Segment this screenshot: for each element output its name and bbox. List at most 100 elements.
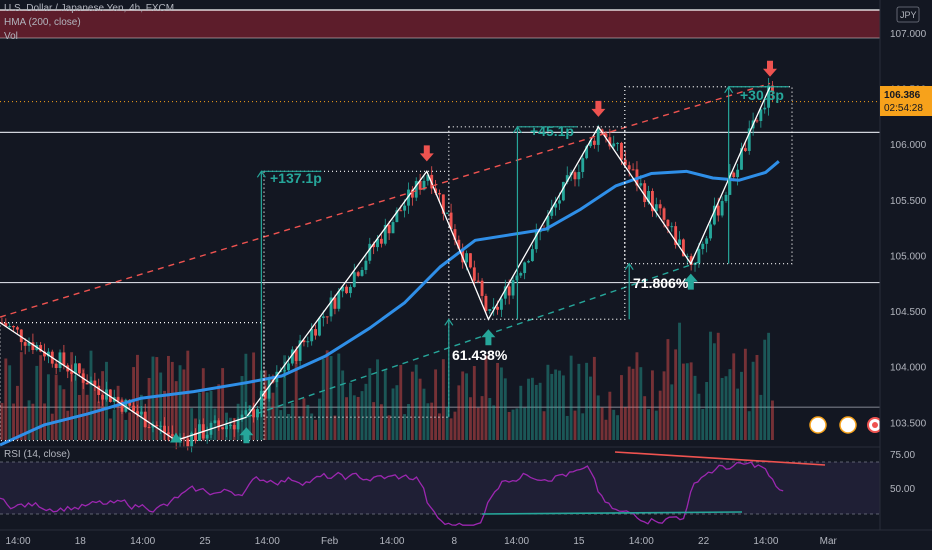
candle-body bbox=[561, 181, 565, 201]
volume-bar bbox=[472, 366, 476, 440]
candle-body bbox=[244, 410, 248, 415]
volume-bar bbox=[403, 414, 407, 440]
volume-bar bbox=[93, 387, 97, 440]
volume-bar bbox=[724, 376, 728, 440]
volume-bar bbox=[623, 406, 627, 440]
volume-bar bbox=[418, 378, 422, 440]
candle-body bbox=[720, 201, 724, 216]
volume-bar bbox=[287, 413, 290, 440]
us-flag-event-icon[interactable] bbox=[809, 416, 827, 434]
candle-body bbox=[352, 272, 356, 287]
volume-bar bbox=[561, 375, 565, 440]
volume-bar bbox=[600, 407, 604, 440]
volume-bar bbox=[681, 363, 685, 440]
volume-bar bbox=[647, 409, 650, 440]
volume-bar bbox=[538, 382, 542, 440]
volume-bar bbox=[31, 403, 35, 440]
candle-body bbox=[558, 200, 561, 204]
candle-body bbox=[147, 427, 151, 429]
volume-bar bbox=[747, 411, 751, 440]
time-tick-7: 8 bbox=[452, 536, 458, 547]
candle-body bbox=[287, 363, 290, 371]
hma-line bbox=[0, 160, 780, 447]
lower-trendline bbox=[246, 259, 705, 418]
candle-body bbox=[654, 204, 658, 212]
measure-label-30: +30.3p bbox=[740, 87, 784, 103]
candle-body bbox=[503, 286, 507, 299]
candle-body bbox=[8, 326, 12, 328]
candle-body bbox=[77, 363, 81, 374]
candle-body bbox=[612, 143, 616, 147]
candle-body bbox=[697, 249, 701, 263]
volume-bar bbox=[716, 332, 720, 440]
zigzag-line bbox=[0, 86, 771, 442]
volume-bar bbox=[627, 366, 631, 440]
candle-body bbox=[712, 205, 716, 225]
candle-body bbox=[527, 261, 530, 263]
volume-bar bbox=[511, 409, 515, 440]
volume-bar bbox=[27, 400, 31, 440]
candle-body bbox=[670, 226, 674, 228]
candle-body bbox=[58, 352, 62, 369]
time-tick-11: 22 bbox=[698, 536, 710, 547]
economic-events[interactable] bbox=[809, 416, 883, 434]
volume-bar bbox=[108, 418, 112, 440]
retrace-arrowhead-1 bbox=[624, 262, 634, 270]
measure-arrowhead-2 bbox=[724, 85, 734, 94]
volume-bar bbox=[550, 373, 554, 440]
candle-body bbox=[294, 349, 298, 361]
volume-bar bbox=[639, 367, 643, 440]
volume-bar bbox=[763, 339, 767, 440]
candle-body bbox=[755, 120, 759, 122]
volume-bar bbox=[589, 376, 592, 440]
volume-bar bbox=[58, 385, 62, 440]
candle-body bbox=[217, 420, 221, 428]
time-axis-ticks: 14:00 18 14:00 25 14:00 Feb 14:00 8 14:00 15 14:00… bbox=[5, 536, 837, 547]
candle-body bbox=[550, 207, 554, 216]
volume-bar bbox=[151, 356, 155, 440]
volume-bar bbox=[612, 409, 616, 440]
buy-arrow-icon-1 bbox=[481, 329, 496, 346]
volume-bar bbox=[81, 368, 85, 440]
candle-body bbox=[484, 295, 488, 311]
volume-bar bbox=[310, 413, 314, 440]
currency-badge[interactable] bbox=[896, 6, 920, 23]
candle-body bbox=[236, 419, 240, 430]
candle-body bbox=[310, 329, 314, 342]
candle-body bbox=[705, 238, 709, 244]
volume-bar bbox=[503, 378, 507, 440]
candle-body bbox=[19, 329, 23, 343]
volume-bar bbox=[136, 354, 139, 440]
hma-layer bbox=[0, 160, 780, 447]
volume-bar bbox=[66, 410, 70, 440]
measure-box-1 bbox=[263, 170, 450, 418]
volume-bar bbox=[0, 402, 4, 440]
candle-body bbox=[54, 363, 58, 369]
volume-bar bbox=[515, 408, 519, 440]
volume-bar bbox=[519, 385, 523, 440]
volume-bar bbox=[410, 371, 414, 440]
volume-bar bbox=[407, 403, 410, 440]
candle-body bbox=[0, 322, 4, 324]
volume-bar bbox=[577, 363, 581, 440]
candle-body bbox=[620, 142, 623, 160]
volume-bar bbox=[689, 362, 693, 440]
candle-body bbox=[414, 180, 418, 198]
candle-body bbox=[333, 297, 337, 309]
time-tick-9: 15 bbox=[573, 536, 585, 547]
rsi-band bbox=[0, 462, 880, 514]
volume-bar bbox=[39, 355, 43, 440]
volume-bar bbox=[294, 351, 298, 440]
candle-body bbox=[426, 174, 430, 181]
volume-bar bbox=[43, 403, 46, 440]
candle-body bbox=[449, 212, 453, 230]
signal-arrows bbox=[170, 60, 777, 444]
volume-bar bbox=[705, 381, 709, 440]
candle-body bbox=[376, 238, 379, 248]
us-flag-event-icon-2[interactable] bbox=[839, 416, 857, 434]
rsi-divergence-line bbox=[614, 451, 826, 466]
time-axis[interactable] bbox=[0, 530, 932, 550]
volume-bar bbox=[190, 408, 194, 440]
candle-body bbox=[724, 194, 728, 202]
